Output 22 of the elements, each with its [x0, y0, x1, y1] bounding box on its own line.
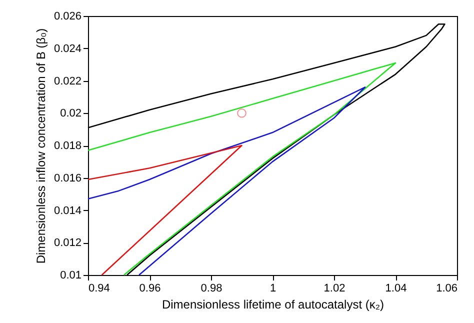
x-tick-label: 1: [270, 282, 276, 294]
y-tick-label: 0.026: [54, 10, 82, 22]
x-tick-label: 0.96: [139, 282, 161, 294]
y-tick-label: 0.022: [54, 75, 82, 88]
y-tick-label: 0.018: [54, 140, 82, 152]
x-tick-label: 1.06: [436, 282, 458, 294]
x-tick-label: 0.98: [200, 282, 222, 294]
x-tick-label: 1.02: [324, 282, 346, 294]
y-tick-label: 0.02: [60, 108, 82, 120]
x-axis-title: Dimensionless lifetime of autocatalyst (κ₂): [162, 298, 384, 312]
y-axis-title: Dimensionless inflow concentration of B (β₀): [34, 28, 48, 264]
y-tick-label: 0.012: [54, 237, 82, 250]
x-tick-label: 0.94: [88, 282, 110, 294]
y-tick-label: 0.014: [54, 204, 82, 217]
x-tick-label: 1.04: [385, 282, 407, 294]
y-tick-label: 0.024: [54, 42, 82, 55]
y-tick-label: 0.01: [60, 270, 82, 282]
line-series: [87, 86, 366, 276]
line-series: [87, 144, 242, 276]
y-tick-label: 0.016: [54, 172, 82, 184]
line-series: [87, 62, 396, 276]
line-series: [87, 23, 446, 276]
